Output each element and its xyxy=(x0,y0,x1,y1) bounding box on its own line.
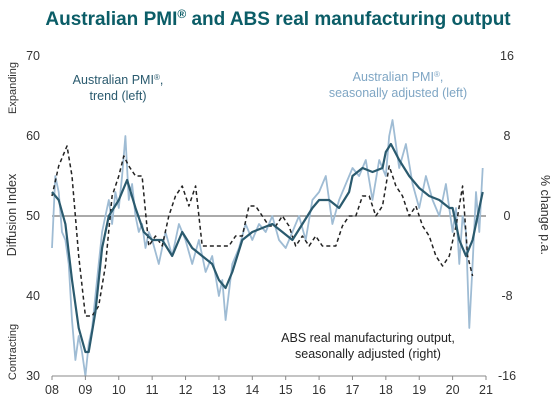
y-left-tick-label: 30 xyxy=(26,369,40,383)
y-axis-label-left: Diffusion Index xyxy=(5,173,19,256)
y-left-tick-label: 50 xyxy=(26,209,40,223)
y-left-tick-label: 70 xyxy=(26,49,40,63)
annotation-abs-line1: ABS real manufacturing output, xyxy=(281,331,455,345)
chart-title: Australian PMI® and ABS real manufacturi… xyxy=(45,7,511,30)
y-right-tick-labels: -16 -8 0 8 16 xyxy=(498,49,516,383)
annotation-abs-line2: seasonally adjusted (right) xyxy=(295,347,441,361)
y-left-tick-label: 40 xyxy=(26,289,40,303)
annotation-abs-text: ABS real manufacturing output, xyxy=(281,331,455,345)
y-left-tick-label: 60 xyxy=(26,129,40,143)
annotation-trend-comma: , xyxy=(160,73,163,87)
series-pmi-seasonally-adjusted xyxy=(51,119,484,377)
plot-area xyxy=(51,119,486,377)
y-right-tick-label: -8 xyxy=(501,289,512,303)
annotation-sa-superscript: ® xyxy=(434,70,440,79)
x-tick-label: 09 xyxy=(78,383,92,397)
title-main: Australian PMI xyxy=(45,9,177,30)
x-tick-label: 19 xyxy=(412,383,426,397)
annotation-sa-line1: Australian PMI®, xyxy=(353,70,444,85)
x-tick-label: 21 xyxy=(479,383,493,397)
annotation-sa-comma: , xyxy=(440,70,443,84)
annotation-trend-superscript: ® xyxy=(154,73,160,82)
x-tick-label: 17 xyxy=(346,383,360,397)
x-tick-label: 12 xyxy=(179,383,193,397)
annotations: Australian PMI®,trend (left)Australian P… xyxy=(73,70,467,362)
annotation-sa-text: Australian PMI xyxy=(353,70,434,84)
annotation-trend-text: Australian PMI xyxy=(73,73,154,87)
contracting-label: Contracting xyxy=(7,324,19,380)
expanding-label: Expanding xyxy=(7,62,19,114)
annotation-trend-line2: trend (left) xyxy=(90,89,147,103)
x-tick-label: 18 xyxy=(379,383,393,397)
x-tick-label: 10 xyxy=(112,383,126,397)
title-superscript: ® xyxy=(177,7,186,21)
x-tick-label: 15 xyxy=(279,383,293,397)
x-tick-label: 11 xyxy=(146,383,159,397)
x-tick-label: 20 xyxy=(446,383,460,397)
x-tick-label: 08 xyxy=(45,383,59,397)
x-tick-label: 13 xyxy=(212,383,226,397)
annotation-sa-line2: seasonally adjusted (left) xyxy=(329,86,467,100)
series-pmi-trend xyxy=(51,142,484,354)
y-right-tick-label: 8 xyxy=(504,129,511,143)
x-tick-label: 16 xyxy=(312,383,326,397)
y-right-tick-label: -16 xyxy=(498,369,516,383)
series-abs-manufacturing-output xyxy=(51,145,474,317)
annotation-trend-line1: Australian PMI®, xyxy=(73,73,164,88)
y-right-tick-label: 0 xyxy=(504,209,511,223)
y-right-tick-label: 16 xyxy=(500,49,514,63)
y-left-tick-labels: 30 40 50 60 70 xyxy=(26,49,40,383)
y-axis-label-right: % change p.a. xyxy=(538,175,552,255)
title-rest: and ABS real manufacturing output xyxy=(186,9,511,30)
x-tick-labels: 08 09 10 11 12 13 14 15 16 17 18 19 20 21 xyxy=(45,376,493,397)
x-tick-label: 14 xyxy=(245,383,259,397)
